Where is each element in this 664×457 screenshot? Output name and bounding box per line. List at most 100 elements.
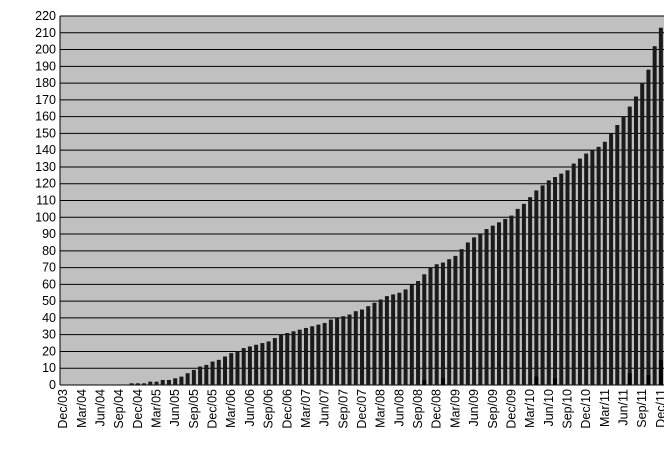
bar [484,229,489,385]
bar [440,378,445,385]
bar [198,366,203,385]
bar [391,294,396,385]
bar [615,125,620,385]
y-tick-label: 220 [35,9,56,23]
bar [272,338,277,385]
bar [204,364,209,385]
x-tick-label: Sep/11 [635,389,649,428]
y-tick-label: 110 [36,194,56,208]
bar [247,346,252,385]
x-tick-label: Mar/05 [150,389,164,428]
bar [166,379,171,385]
bar [515,208,520,385]
bar [303,327,308,385]
bar [328,319,333,385]
bar [341,316,346,385]
x-tick-label: Sep/05 [187,389,201,429]
bar [422,379,427,385]
bar [658,27,663,386]
bar [409,284,414,385]
x-tick-label: Dec/05 [206,389,220,429]
bar [459,249,464,385]
bar [229,353,234,385]
bar [378,299,383,385]
bar [553,378,558,385]
bar [216,359,221,385]
bar [546,180,551,385]
bar [191,369,196,385]
y-tick-label: 150 [35,126,56,140]
bar [627,373,632,385]
bar [590,150,595,385]
x-tick-label: Jun/11 [617,389,631,426]
bar [434,264,439,385]
bar [148,381,153,385]
x-tick-label: Sep/08 [411,389,425,429]
y-tick-label: 80 [42,244,56,258]
bar [335,317,340,385]
bar [241,348,246,385]
bar [602,141,607,385]
bar [154,381,159,385]
bar [559,173,564,385]
bar [260,343,265,385]
bar [254,344,259,385]
bar [422,274,427,385]
bar [360,309,364,385]
bar [521,203,526,385]
bar [496,222,501,385]
bar [179,376,184,385]
bar [310,326,315,385]
bar [440,262,445,385]
bar [509,215,514,385]
y-tick-label: 100 [35,210,56,224]
y-tick-label: 180 [35,76,56,90]
y-tick-label: 140 [35,143,56,157]
bar [397,292,402,385]
x-tick-label: Sep/09 [486,389,500,429]
bar [291,331,296,385]
x-tick-label: Jun/04 [93,389,107,427]
x-tick-label: Dec/06 [280,389,294,429]
x-tick-label: Dec/04 [131,389,145,429]
bar [528,197,533,385]
bar [627,106,632,385]
x-tick-label: Jun/05 [168,389,182,427]
bar [384,296,389,385]
y-tick-label: 10 [42,361,56,375]
x-tick-label: Jun/09 [467,389,481,427]
x-tick-label: Jun/07 [318,389,332,427]
bar [285,333,290,385]
bar [571,163,576,385]
y-tick-label: 130 [35,160,56,174]
bar [279,334,284,385]
x-tick-label: Sep/04 [112,389,126,429]
bar [353,311,358,385]
bar [129,383,134,385]
y-tick-label: 50 [42,294,56,308]
x-tick-label: Jun/08 [392,389,406,427]
bar [160,379,165,385]
bar [135,383,140,385]
y-tick-label: 90 [42,227,56,241]
bar [316,324,321,385]
x-tick-label: Mar/07 [299,389,313,428]
x-tick-label: Sep/10 [560,389,574,429]
bar [646,69,651,385]
bar [266,341,271,385]
y-tick-label: 190 [35,59,56,73]
y-tick-label: 20 [42,344,56,358]
y-tick-label: 0 [49,378,56,392]
bar [621,116,626,386]
bar [465,242,470,385]
x-tick-label: Dec/10 [579,389,593,429]
y-tick-label: 70 [42,261,56,275]
x-tick-label: Dec/07 [355,389,369,429]
bar [447,259,452,385]
bar [609,133,614,385]
bar [596,146,601,385]
y-tick-label: 120 [35,177,56,191]
bar [416,281,421,385]
x-tick-label: Dec/11 [654,389,664,428]
